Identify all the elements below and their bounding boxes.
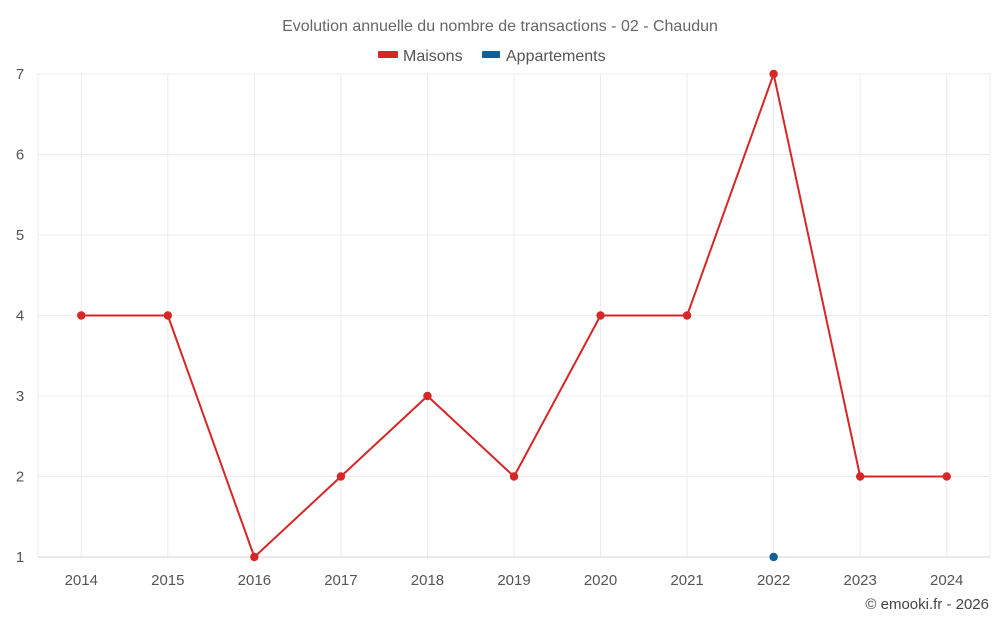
plot-area: 1 2 3 4 5 6 7 2014 2015 2016 2017 2018 2019 2020 2021 2…	[16, 66, 991, 589]
chart-title: Evolution annuelle du nombre de transact…	[282, 18, 718, 35]
legend: Maisons Appartements	[378, 48, 606, 65]
x-tick-label: 2024	[930, 572, 963, 589]
legend-swatch-maisons	[378, 51, 398, 58]
data-point-maisons	[682, 311, 692, 320]
x-tick-label: 2015	[151, 572, 184, 589]
y-tick-label: 7	[16, 66, 24, 83]
y-tick-label: 3	[16, 388, 24, 405]
x-tick-label: 2014	[65, 572, 98, 589]
x-tick-label: 2022	[757, 572, 790, 589]
credit-text: © emooki.fr - 2026	[865, 596, 989, 613]
data-point-maisons	[769, 69, 778, 79]
data-point-maisons	[423, 391, 432, 401]
data-point-maisons	[336, 472, 346, 481]
data-point-maisons	[509, 472, 519, 481]
y-tick-label: 2	[16, 469, 24, 486]
data-point-appartements	[769, 552, 778, 562]
x-tick-label: 2020	[584, 572, 617, 589]
data-point-maisons	[163, 311, 173, 320]
x-tick-label: 2016	[238, 572, 271, 589]
y-tick-label: 1	[16, 549, 24, 566]
x-tick-label: 2023	[843, 572, 876, 589]
x-tick-label: 2017	[324, 572, 357, 589]
y-tick-label: 5	[16, 227, 24, 244]
data-point-maisons	[855, 472, 865, 481]
y-tick-label: 6	[16, 147, 24, 164]
legend-label-maisons[interactable]: Maisons	[403, 48, 463, 65]
x-tick-label: 2019	[497, 572, 530, 589]
y-tick-label: 4	[16, 308, 24, 325]
legend-swatch-appartements	[482, 51, 500, 58]
legend-label-appartements[interactable]: Appartements	[506, 48, 606, 65]
data-point-maisons	[77, 311, 86, 320]
data-point-maisons	[250, 552, 259, 562]
x-tick-label: 2021	[670, 572, 703, 589]
data-point-maisons	[942, 472, 951, 481]
x-tick-label: 2018	[411, 572, 444, 589]
data-point-maisons	[596, 311, 605, 320]
